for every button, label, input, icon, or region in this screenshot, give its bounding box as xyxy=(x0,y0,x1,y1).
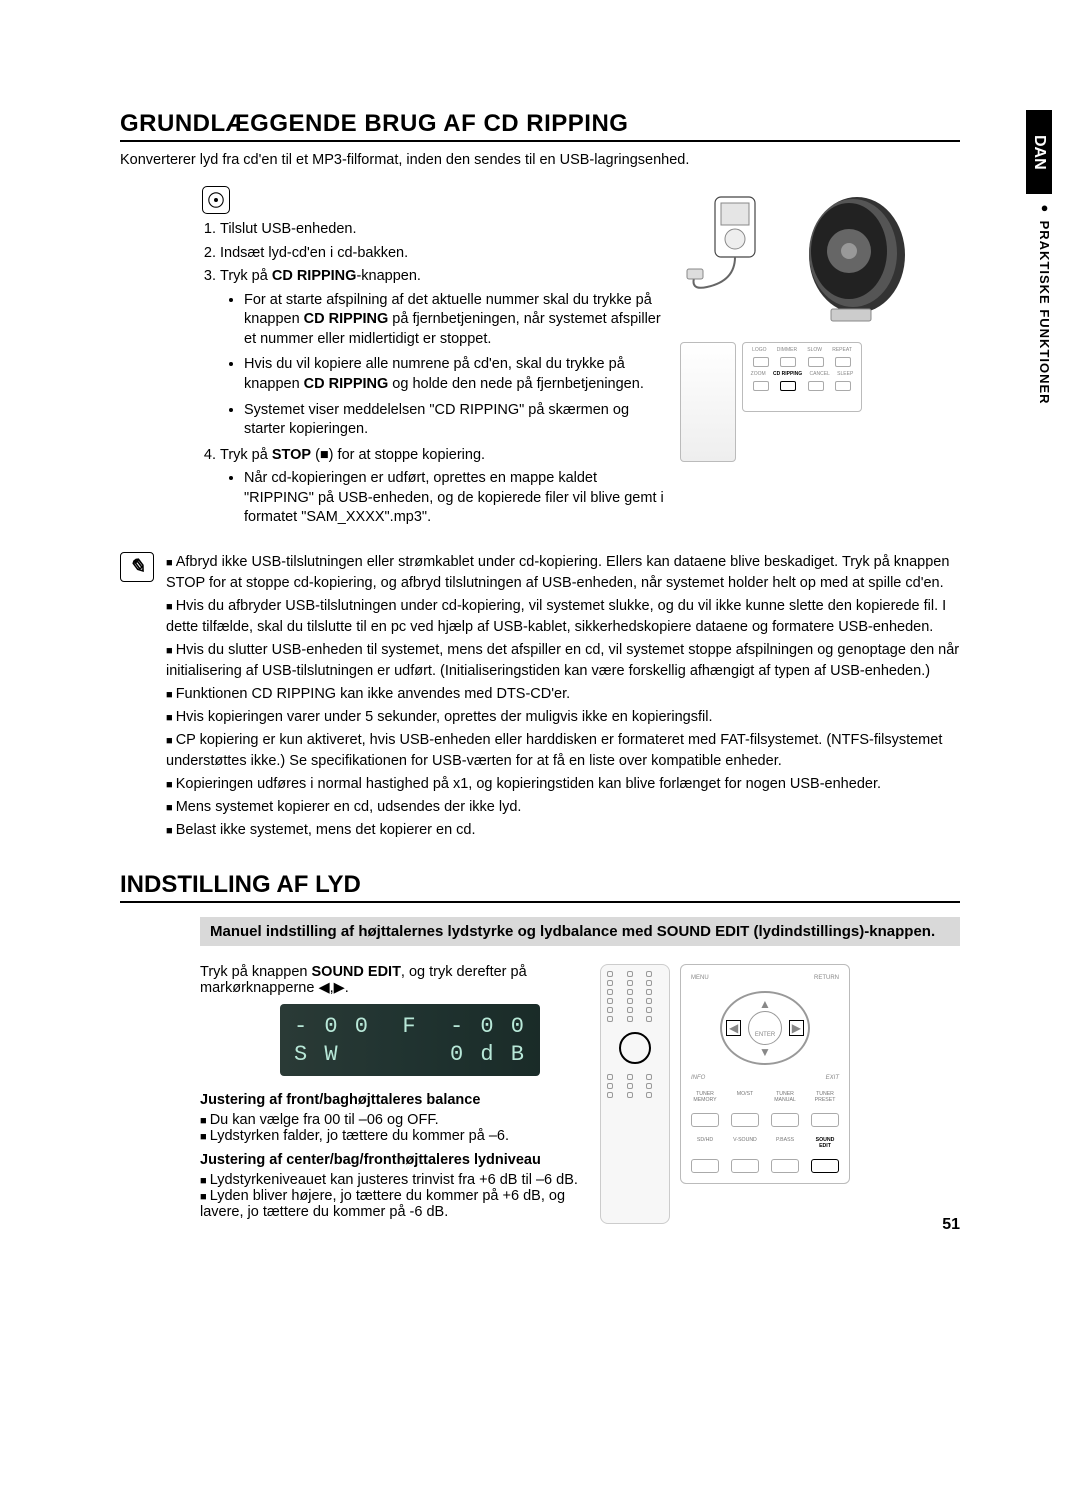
dimmer-button[interactable] xyxy=(780,357,796,367)
step-1: Tilslut USB-enheden. xyxy=(220,220,668,240)
figure-remote-small xyxy=(680,342,736,462)
dpad[interactable]: ▲ ▼ ◀ ▶ ENTER xyxy=(720,991,810,1065)
cd-icon xyxy=(202,186,230,214)
step3-bullet2: Hvis du vil kopiere alle numrene på cd'e… xyxy=(244,355,668,394)
note-item: Hvis du slutter USB-enheden til systemet… xyxy=(166,640,960,682)
section2-subtitle: Manuel indstilling af højttalernes lydst… xyxy=(200,917,960,946)
slow-button[interactable] xyxy=(808,357,824,367)
note-icon: ✎ xyxy=(120,552,154,582)
step3-bullet1: For at starte afspilning af det aktuelle… xyxy=(244,291,668,350)
most-button[interactable] xyxy=(731,1113,759,1127)
cd-ripping-button[interactable] xyxy=(780,381,796,391)
note-item: Kopieringen udføres i normal hastighed p… xyxy=(166,774,960,795)
tuner-memory-button[interactable] xyxy=(691,1113,719,1127)
sound-display: - 0 0 F - 0 0 S W 0 d B xyxy=(280,1004,540,1076)
side-tab-lang: DAN xyxy=(1026,110,1052,194)
figure-remote-full xyxy=(600,964,670,1224)
down-arrow-icon: ▼ xyxy=(759,1045,771,1059)
notes-list: Afbryd ikke USB-tilslutningen eller strø… xyxy=(166,552,960,843)
figure-mp3-player xyxy=(680,186,790,306)
note-item: Hvis du afbryder USB-tilslutningen under… xyxy=(166,596,960,638)
sub1-item: Du kan vælge fra 00 til –06 og OFF. xyxy=(200,1112,590,1128)
sub1-item: Lydstyrken falder, jo tættere du kommer … xyxy=(200,1128,590,1144)
note-item: Mens systemet kopierer en cd, udsendes d… xyxy=(166,797,960,818)
note-item: Hvis kopieringen varer under 5 sekunder,… xyxy=(166,707,960,728)
cancel-button[interactable] xyxy=(808,381,824,391)
sub1-title: Justering af front/baghøjttaleres balanc… xyxy=(200,1092,590,1108)
tuner-preset-button[interactable] xyxy=(811,1113,839,1127)
step3-bullet3: Systemet viser meddelelsen "CD RIPPING" … xyxy=(244,401,668,440)
sound-edit-para: Tryk på knappen SOUND EDIT, og tryk dere… xyxy=(200,964,590,996)
section1-intro: Konverterer lyd fra cd'en til et MP3-fil… xyxy=(120,152,960,168)
left-arrow-icon[interactable]: ◀ xyxy=(726,1020,741,1036)
note-item: Afbryd ikke USB-tilslutningen eller strø… xyxy=(166,552,960,594)
step-3: Tryk på CD RIPPING-knappen. For at start… xyxy=(220,267,668,440)
sub2-title: Justering af center/bag/fronthøjttaleres… xyxy=(200,1152,590,1168)
zoom-button[interactable] xyxy=(753,381,769,391)
vsound-button[interactable] xyxy=(731,1159,759,1173)
figure-speaker-device xyxy=(796,186,916,336)
enter-button[interactable] xyxy=(748,1011,782,1045)
note-item: CP kopiering er kun aktiveret, hvis USB-… xyxy=(166,730,960,772)
note-item: Belast ikke systemet, mens det kopierer … xyxy=(166,820,960,841)
side-tab-section: ● PRAKTISKE FUNKTIONER xyxy=(1037,200,1052,405)
page-number: 51 xyxy=(942,1216,960,1234)
section1-title: GRUNDLÆGGENDE BRUG AF CD RIPPING xyxy=(120,110,960,142)
pbass-button[interactable] xyxy=(771,1159,799,1173)
figure-control-panel: MENU RETURN ▲ ▼ ◀ ▶ ENTER INFO EXIT TUNE… xyxy=(680,964,850,1184)
note-item: Funktionen CD RIPPING kan ikke anvendes … xyxy=(166,684,960,705)
sub2-item: Lydstyrkeniveauet kan justeres trinvist … xyxy=(200,1172,590,1188)
step-4: Tryk på STOP (■) for at stoppe kopiering… xyxy=(220,446,668,528)
figure-button-panel: LOGO DIMMER SLOW REPEAT ZOOM xyxy=(742,342,862,412)
section2-title: INDSTILLING AF LYD xyxy=(120,871,960,903)
step4-bullet1: Når cd-kopieringen er udført, oprettes e… xyxy=(244,469,668,528)
step-2: Indsæt lyd-cd'en i cd-bakken. xyxy=(220,244,668,264)
right-arrow-icon[interactable]: ▶ xyxy=(789,1020,804,1036)
sub2-item: Lyden bliver højere, jo tættere du komme… xyxy=(200,1188,590,1220)
up-arrow-icon: ▲ xyxy=(759,997,771,1011)
tuner-manual-button[interactable] xyxy=(771,1113,799,1127)
repeat-button[interactable] xyxy=(835,357,851,367)
sound-edit-button[interactable] xyxy=(811,1159,839,1173)
logo-button[interactable] xyxy=(753,357,769,367)
sdhd-button[interactable] xyxy=(691,1159,719,1173)
sleep-button[interactable] xyxy=(835,381,851,391)
